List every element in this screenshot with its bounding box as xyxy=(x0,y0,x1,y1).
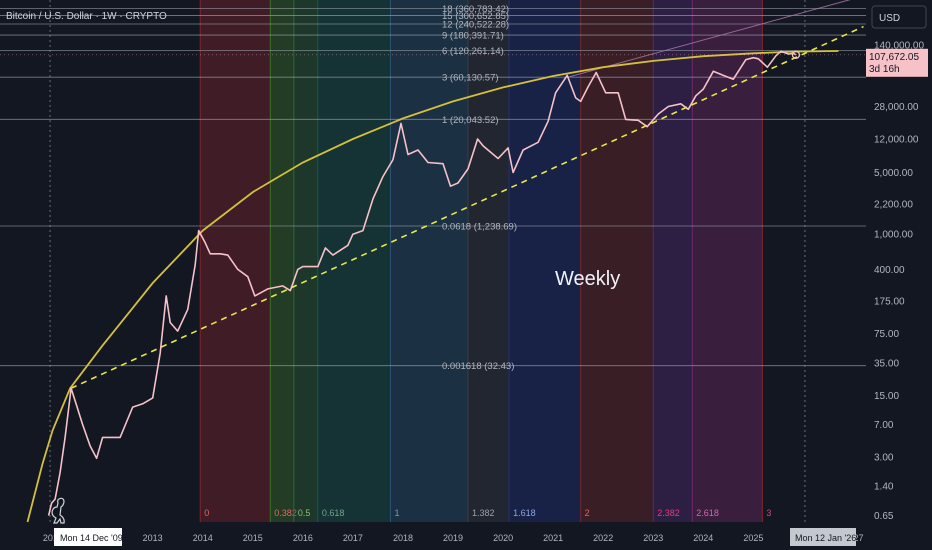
x-tick-label: 2024 xyxy=(693,533,713,543)
last-price-value: 107,672.05 xyxy=(869,52,919,63)
x-tick-label: 2019 xyxy=(443,533,463,543)
vertical-dashed-lines xyxy=(49,0,806,522)
x-tick-label: 2021 xyxy=(543,533,563,543)
crosshair-date-left: Mon 14 Dec '09 xyxy=(54,528,123,546)
x-tick-label: 2020 xyxy=(493,533,513,543)
x-tick-label: 2016 xyxy=(293,533,313,543)
fib-zone-label: 0.5 xyxy=(298,508,311,518)
fib-zone xyxy=(580,0,654,522)
y-tick-label: 28,000.00 xyxy=(874,102,919,113)
y-tick-label: 3.00 xyxy=(874,452,894,463)
x-tick-label: 2023 xyxy=(643,533,663,543)
fib-zone xyxy=(653,0,693,522)
y-tick-label: 2,200.00 xyxy=(874,200,913,211)
x-tick-label: 2015 xyxy=(243,533,263,543)
fib-zone-label: 0.618 xyxy=(322,508,345,518)
y-tick-label: 5,000.00 xyxy=(874,168,913,179)
currency-label: USD xyxy=(879,13,900,24)
y-axis: 140,000.00 28,000.00 12,000.00 5,000.00 2,20… xyxy=(874,40,924,522)
currency-button[interactable]: USD xyxy=(871,5,927,29)
fib-level-label: 0.001618 (32.43) xyxy=(442,361,514,372)
fib-level-label: 0.0618 (1,238.69) xyxy=(442,222,517,233)
fib-zone xyxy=(509,0,581,522)
fib-zone xyxy=(293,0,318,522)
fib-zone xyxy=(200,0,271,522)
crosshair-date-left-label: Mon 14 Dec '09 xyxy=(60,533,123,543)
x-tick-label: 2018 xyxy=(393,533,413,543)
fib-level-label: 18 (360,783.42) xyxy=(442,4,509,15)
fib-zone xyxy=(270,0,294,522)
weekly-watermark: Weekly xyxy=(555,268,620,290)
fib-zone-label: 3 xyxy=(766,508,771,518)
crosshair-date-right: Mon 12 Jan '26 xyxy=(790,528,856,546)
fib-time-zones: 0 0.382 0.5 0.618 1 1.382 1.618 2 2.382 2.618 3 xyxy=(199,0,771,522)
fib-zone-label: 0.382 xyxy=(274,508,297,518)
dashed-trend-line xyxy=(70,25,864,389)
fib-zone-label: 1.382 xyxy=(472,508,495,518)
fib-level-label: 12 (240,522.28) xyxy=(442,20,509,31)
fib-level-label: 1 (20,043.52) xyxy=(442,115,499,126)
x-tick-label: 2025 xyxy=(743,533,763,543)
fib-level-label: 3 (60,130.57) xyxy=(442,73,499,84)
x-tick-label: 2011 xyxy=(43,533,62,543)
y-tick-label: 140,000.00 xyxy=(874,40,924,51)
x-tick-label: 2014 xyxy=(193,533,213,543)
fib-zone xyxy=(317,0,391,522)
y-tick-label: 400.00 xyxy=(874,265,905,276)
thin-trend-line xyxy=(568,0,851,78)
x-tick-label: 2017 xyxy=(343,533,363,543)
fib-zone-label: 2.382 xyxy=(657,508,680,518)
log-regression-curve xyxy=(26,50,839,523)
fib-price-levels: 18 (360,783.42)15 (300,652.85)12 (240,52… xyxy=(0,4,866,372)
fib-zone-label: 2 xyxy=(585,508,590,518)
fib-level-label: 9 (180,391.71) xyxy=(442,31,504,42)
y-tick-label: 175.00 xyxy=(874,297,905,308)
btc-price-line xyxy=(47,50,797,516)
crosshair-date-right-label: Mon 12 Jan '26 xyxy=(795,533,856,543)
fib-zone-label: 1.618 xyxy=(513,508,536,518)
last-price-tag: 107,672.05 3d 16h xyxy=(866,48,928,77)
chart-title: Bitcoin / U.S. Dollar · 1W · CRYPTO xyxy=(6,11,167,22)
y-tick-label: 15.00 xyxy=(874,391,899,402)
fib-zone-label: 1 xyxy=(394,508,399,518)
y-tick-label: 7.00 xyxy=(874,420,894,431)
y-tick-label: 12,000.00 xyxy=(874,134,919,145)
fib-level-label: 6 (120,261.14) xyxy=(442,46,504,57)
y-tick-label: 0.65 xyxy=(874,511,894,522)
dinosaur-icon xyxy=(51,497,65,524)
fib-zone xyxy=(390,0,469,522)
fib-zone-label: 2.618 xyxy=(696,508,719,518)
y-tick-label: 75.00 xyxy=(874,329,899,340)
y-tick-label: 1.40 xyxy=(874,482,894,493)
chart-series xyxy=(0,0,866,523)
y-tick-label: 35.00 xyxy=(874,358,899,369)
x-tick-label: 2013 xyxy=(143,533,163,543)
last-price-countdown: 3d 16h xyxy=(869,64,900,75)
fib-zone-label: 0 xyxy=(204,508,209,518)
y-tick-label: 1,000.00 xyxy=(874,230,913,241)
x-tick-label: 2022 xyxy=(593,533,613,543)
fib-level-label: 15 (300,652.85) xyxy=(442,11,509,22)
